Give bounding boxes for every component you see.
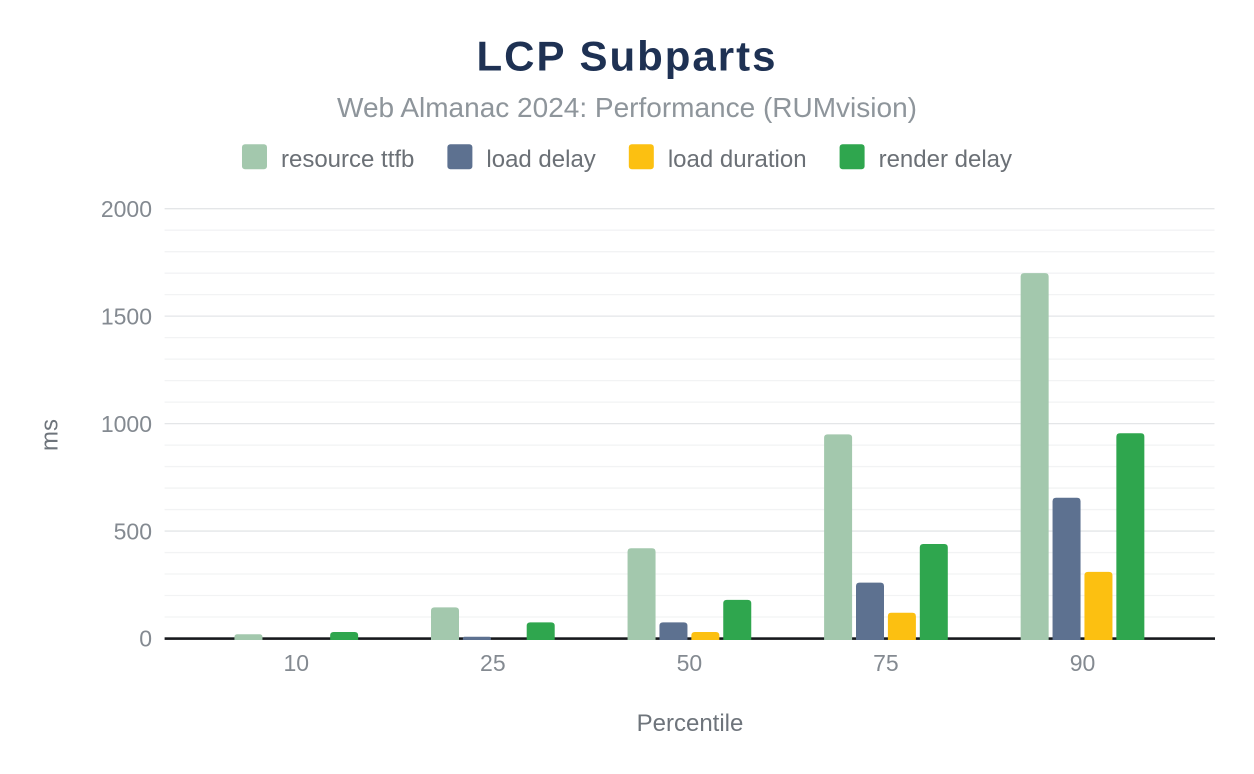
x-tick-label: 10 [284,650,310,676]
legend-item-render-delay[interactable]: render delay [839,144,1012,173]
legend-label: render delay [879,146,1012,173]
bar-load-duration-p50[interactable] [691,632,720,640]
bar-resource-ttfb-p75[interactable] [824,434,853,640]
x-tick-label: 75 [873,650,899,676]
y-tick-label: 2000 [101,196,152,222]
bar-resource-ttfb-p90[interactable] [1020,273,1049,640]
x-tick-label: 90 [1070,650,1096,676]
bar-load-duration-p90[interactable] [1084,571,1113,640]
bar-load-delay-p90[interactable] [1052,497,1081,640]
bar-load-duration-p75[interactable] [887,612,916,640]
bar-render-delay-p10[interactable] [330,632,359,640]
y-tick-label: 500 [114,518,152,544]
legend-label: load delay [486,146,595,173]
y-tick-label: 1000 [101,411,152,437]
series-resource-ttfb [234,273,1049,640]
bar-resource-ttfb-p10[interactable] [234,634,263,640]
bar-resource-ttfb-p50[interactable] [627,548,656,640]
legend-swatch [628,144,654,170]
legend-label: resource ttfb [281,146,414,173]
legend-item-load-delay[interactable]: load delay [447,144,596,173]
bar-render-delay-p50[interactable] [723,599,752,640]
x-tick-label: 25 [480,650,506,676]
series-load-duration [691,571,1113,640]
series-load-delay [462,497,1081,640]
bar-render-delay-p75[interactable] [919,543,948,640]
x-axis-title: Percentile [637,710,744,737]
bar-load-delay-p25[interactable] [462,636,491,640]
series-render-delay [330,433,1145,640]
bar-render-delay-p25[interactable] [526,622,555,640]
legend-swatch [241,144,267,170]
y-tick-label: 0 [139,626,152,652]
legend-label: load duration [668,146,807,173]
legend-swatch [447,144,473,170]
bar-load-delay-p50[interactable] [659,622,688,640]
legend-item-resource-ttfb[interactable]: resource ttfb [241,144,414,173]
x-axis-line [164,637,1216,640]
chart-title: LCP Subparts [477,33,778,80]
bar-render-delay-p90[interactable] [1116,433,1145,640]
y-axis-title: ms [37,419,64,451]
x-axis-tick-labels: 10 25 50 75 90 [284,650,1096,676]
y-tick-label: 1500 [101,303,152,329]
legend-swatch [839,144,865,170]
chart-subtitle: Web Almanac 2024: Performance (RUMvision… [337,92,917,123]
x-tick-label: 50 [677,650,703,676]
legend-item-load-duration[interactable]: load duration [628,144,807,173]
bar-groups [234,273,1145,640]
bar-load-delay-p75[interactable] [856,582,884,640]
legend: resource ttfb load delay load duration rend… [241,144,1012,173]
y-axis-tick-labels: 0 500 1000 1500 2000 [101,196,152,652]
bar-resource-ttfb-p25[interactable] [431,607,459,640]
